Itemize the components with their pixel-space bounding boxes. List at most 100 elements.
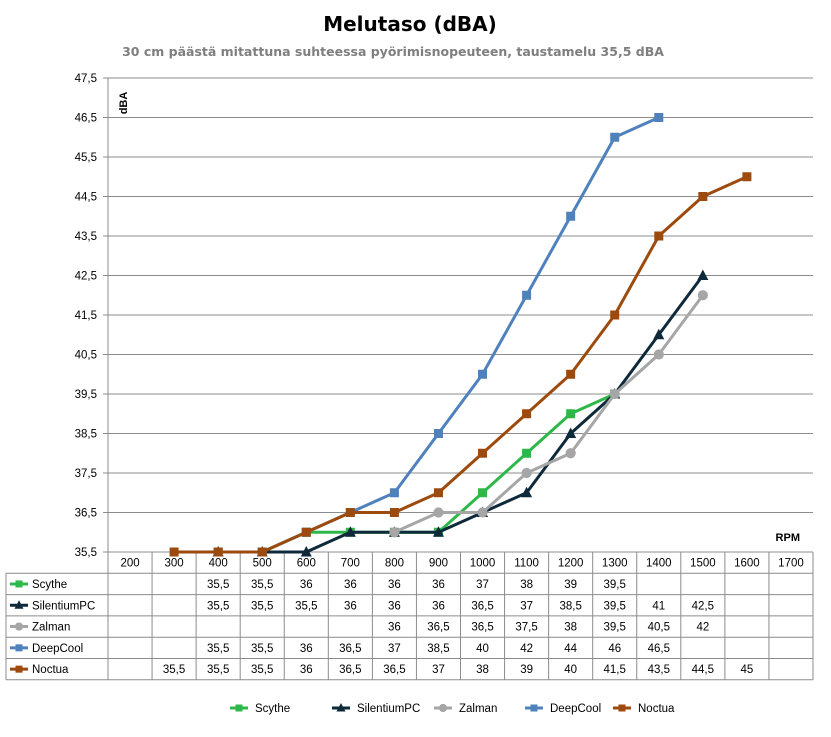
table-cell-value: 36 xyxy=(344,600,357,612)
table-cell-value: 36,5 xyxy=(471,600,493,612)
table-cell-value: 44,5 xyxy=(692,664,714,676)
table-series-name: Scythe xyxy=(32,579,67,591)
data-point-scythe xyxy=(522,448,532,458)
data-point-silentiumpc xyxy=(521,486,533,498)
legend-key-marker xyxy=(618,704,626,712)
legend-key-marker xyxy=(530,704,538,712)
table-cell-value: 39,5 xyxy=(604,600,626,612)
legend-key-marker xyxy=(438,703,448,713)
legend-label: DeepCool xyxy=(550,703,601,715)
series-line-zalman xyxy=(393,294,705,534)
data-point-deepcool xyxy=(433,429,443,438)
table-cell-value: 39 xyxy=(520,664,533,676)
legend-label: Noctua xyxy=(638,703,675,715)
data-point-scythe xyxy=(566,409,576,419)
table-cell-value: 35,5 xyxy=(295,600,317,612)
table-cell-value: 36 xyxy=(432,600,445,612)
table-cell-value: 36 xyxy=(300,664,313,676)
data-point-noctua xyxy=(478,448,488,458)
table-cell-value: 36,5 xyxy=(339,643,361,655)
legend-label: Zalman xyxy=(459,703,497,715)
y-tick-label: 35,5 xyxy=(75,547,97,559)
table-cell-value: 42 xyxy=(520,643,533,655)
table-cell-value: 46,5 xyxy=(648,643,670,655)
table-cell-value: 36 xyxy=(388,579,401,591)
table-cell-value: 35,5 xyxy=(207,600,229,612)
table-legend-key-marker xyxy=(15,665,23,673)
table-series-name: Noctua xyxy=(32,664,69,676)
x-tick-label: 1700 xyxy=(778,558,804,570)
table-cell-value: 46 xyxy=(608,643,621,655)
y-tick-label: 46,5 xyxy=(75,113,97,125)
table-cell-value: 38,5 xyxy=(427,643,449,655)
table-cell-value: 38 xyxy=(520,579,533,591)
data-point-noctua xyxy=(213,547,223,557)
y-tick-label: 47,5 xyxy=(75,73,97,85)
x-tick-label: 800 xyxy=(385,558,404,570)
x-tick-label: 700 xyxy=(341,558,360,570)
x-tick-label: 1100 xyxy=(514,558,539,570)
y-tick-label: 44,5 xyxy=(75,192,97,204)
y-axis-ticks: 35,5 36,5 37,5 38,5 39,5 40,5 41,5 42,5 43,5 44,5… xyxy=(75,73,97,559)
x-tick-label: 1600 xyxy=(734,558,760,570)
data-point-noctua xyxy=(742,172,752,182)
data-table: 200 300 400 500 600 700 800 900 1000 1100 1200 1300… xyxy=(5,551,814,681)
grid-lines xyxy=(103,77,813,553)
table-cell-value: 42,5 xyxy=(692,600,714,612)
data-point-noctua xyxy=(257,547,267,557)
table-cell-value: 36,5 xyxy=(427,622,449,634)
x-tick-label: 300 xyxy=(165,558,184,570)
data-point-silentiumpc xyxy=(697,269,709,280)
data-point-noctua xyxy=(522,409,532,419)
data-point-noctua xyxy=(345,508,355,517)
y-tick-label: 41,5 xyxy=(75,310,97,322)
chart-subtitle: 30 cm päästä mitattuna suhteessa pyörimi… xyxy=(122,44,664,59)
x-tick-label: 500 xyxy=(253,558,272,570)
y-tick-label: 38,5 xyxy=(75,429,97,441)
table-cell-value: 35,5 xyxy=(207,579,229,591)
table-cell-value: 39 xyxy=(564,579,577,591)
data-point-deepcool xyxy=(566,211,576,221)
table-cell-value: 39,5 xyxy=(604,622,626,634)
table-cell-value: 38,5 xyxy=(559,600,581,612)
table-legend-key-marker xyxy=(14,622,24,631)
table-legend-key-marker xyxy=(15,580,23,588)
table-cell-value: 36 xyxy=(300,643,313,655)
data-point-noctua xyxy=(389,508,399,517)
x-tick-label: 400 xyxy=(209,558,228,570)
table-cell-value: 38 xyxy=(564,622,577,634)
table-cell-value: 35,5 xyxy=(251,600,273,612)
table-cell-value: 40,5 xyxy=(648,622,670,634)
table-cell-value: 41 xyxy=(652,600,665,612)
table-series-name: Zalman xyxy=(32,622,70,634)
data-point-scythe xyxy=(478,488,488,498)
y-tick-label: 40,5 xyxy=(75,350,97,362)
table-cell-value: 40 xyxy=(564,664,577,676)
series-line-deepcool xyxy=(218,116,660,554)
data-point-zalman xyxy=(609,388,620,400)
data-point-noctua xyxy=(169,547,179,557)
x-tick-label: 1000 xyxy=(470,558,496,570)
data-point-deepcool xyxy=(522,290,532,300)
table-cell-value: 36 xyxy=(388,600,401,612)
table-cell-value: 45 xyxy=(741,664,754,676)
table-series-name: DeepCool xyxy=(32,643,83,655)
data-point-deepcool xyxy=(478,369,488,379)
data-point-zalman xyxy=(697,290,708,301)
table-cell-value: 35,5 xyxy=(163,664,185,676)
x-tick-label: 900 xyxy=(429,558,448,570)
chart-title: Melutaso (dBA) xyxy=(323,12,497,36)
x-axis-label: RPM xyxy=(776,532,800,544)
table-cell-value: 36,5 xyxy=(471,622,493,634)
table-cell-value: 43,5 xyxy=(648,664,670,676)
data-point-deepcool xyxy=(610,132,620,142)
x-tick-label: 600 xyxy=(297,558,316,570)
table-cell-value: 35,5 xyxy=(207,664,229,676)
table-cell-value: 37,5 xyxy=(515,622,537,634)
table-cell-value: 36 xyxy=(300,579,313,591)
data-point-noctua xyxy=(698,192,708,201)
x-tick-label: 1400 xyxy=(646,558,672,570)
table-cell-value: 36 xyxy=(344,579,357,591)
table-cell-value: 36,5 xyxy=(383,664,405,676)
